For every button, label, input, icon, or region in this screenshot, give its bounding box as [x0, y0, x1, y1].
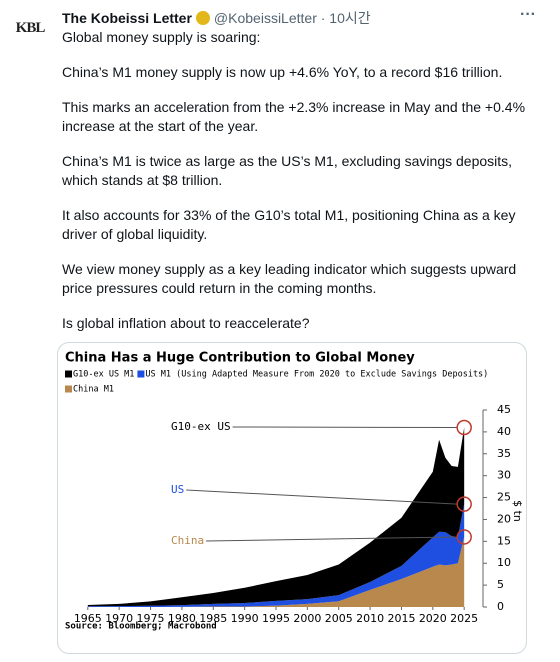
annotation-circle — [456, 496, 472, 512]
area — [87, 536, 465, 607]
author-handle[interactable]: @KobeissiLetter · 10시간 — [213, 10, 371, 26]
annotation: US — [171, 483, 184, 496]
y-tick-label: 5 — [497, 578, 504, 591]
y-tick-label: 40 — [497, 425, 511, 438]
chart-title: China Has a Huge Contribution to Global … — [65, 351, 415, 366]
tweet-paragraph: It also accounts for 33% of the G10’s to… — [62, 207, 516, 242]
chart: China Has a Huge Contribution to Global … — [65, 351, 524, 632]
y-tick-label: 35 — [497, 447, 511, 460]
tweet-paragraph: This marks an acceleration from the +2.3… — [62, 99, 526, 134]
x-tick-label: 2020 — [419, 612, 447, 625]
x-tick-label: 2015 — [387, 612, 415, 625]
annotation-line — [186, 489, 458, 505]
x-tick-label: 1990 — [231, 612, 259, 625]
tweet-paragraph: China’s M1 is twice as large as the US’s… — [62, 153, 513, 188]
tweet-paragraph: Is global inflation about to reaccelerat… — [62, 315, 310, 331]
legend-swatch — [65, 385, 72, 393]
tweet-paragraph: China’s M1 money supply is now up +4.6% … — [62, 64, 503, 80]
tweet-paragraph: We view money supply as a key leading in… — [62, 261, 517, 296]
chart-source: Source: Bloomberg; Macrobond — [65, 622, 217, 632]
y-tick-label: 25 — [497, 491, 511, 504]
x-tick-label: 2005 — [325, 612, 353, 625]
legend-swatch — [65, 370, 72, 378]
more-button[interactable]: ··· — [520, 6, 536, 23]
x-tick-label: 2000 — [293, 612, 321, 625]
y-tick-label: 20 — [497, 512, 511, 525]
y-axis-label: $ tn — [511, 500, 524, 522]
legend-swatch — [137, 370, 145, 378]
annotation-line — [232, 426, 458, 429]
annotation-circle — [456, 529, 472, 545]
y-tick-label: 0 — [497, 600, 504, 613]
legend-label: G10-ex US M1 — [73, 370, 134, 380]
tweet-text: Global money supply is soaring: China’s M… — [62, 28, 532, 349]
chart-image[interactable]: China Has a Huge Contribution to Global … — [57, 342, 527, 654]
x-tick-label: 1995 — [262, 612, 290, 625]
x-tick-label: 1975 — [137, 612, 165, 625]
avatar[interactable]: KBL — [8, 6, 52, 50]
x-tick-label: 1970 — [105, 612, 133, 625]
verified-badge — [195, 11, 210, 25]
x-tick-label: 2010 — [356, 612, 384, 625]
tweet-paragraph: Global money supply is soaring: — [62, 29, 261, 45]
annotation-line — [206, 536, 458, 542]
author-name[interactable]: The Kobeissi Letter — [62, 10, 192, 26]
annotation: G10-ex US — [171, 420, 231, 433]
x-tick-label: 1965 — [74, 612, 102, 625]
y-tick-label: 30 — [497, 469, 511, 482]
tweet-header: The Kobeissi Letter @KobeissiLetter · 10시… — [62, 8, 371, 28]
x-tick-label: 1980 — [168, 612, 196, 625]
annotation-circle — [456, 419, 472, 436]
y-tick-label: 45 — [497, 403, 511, 416]
y-tick-label: 15 — [497, 534, 511, 547]
area — [87, 427, 465, 607]
legend-label: China M1 — [73, 385, 114, 395]
annotation: China — [171, 534, 204, 547]
y-tick-label: 10 — [497, 556, 511, 569]
x-tick-label: 1985 — [199, 612, 227, 625]
x-tick-label: 2025 — [450, 612, 478, 625]
legend-label: US M1 (Using Adapted Measure From 2020 t… — [145, 370, 488, 380]
